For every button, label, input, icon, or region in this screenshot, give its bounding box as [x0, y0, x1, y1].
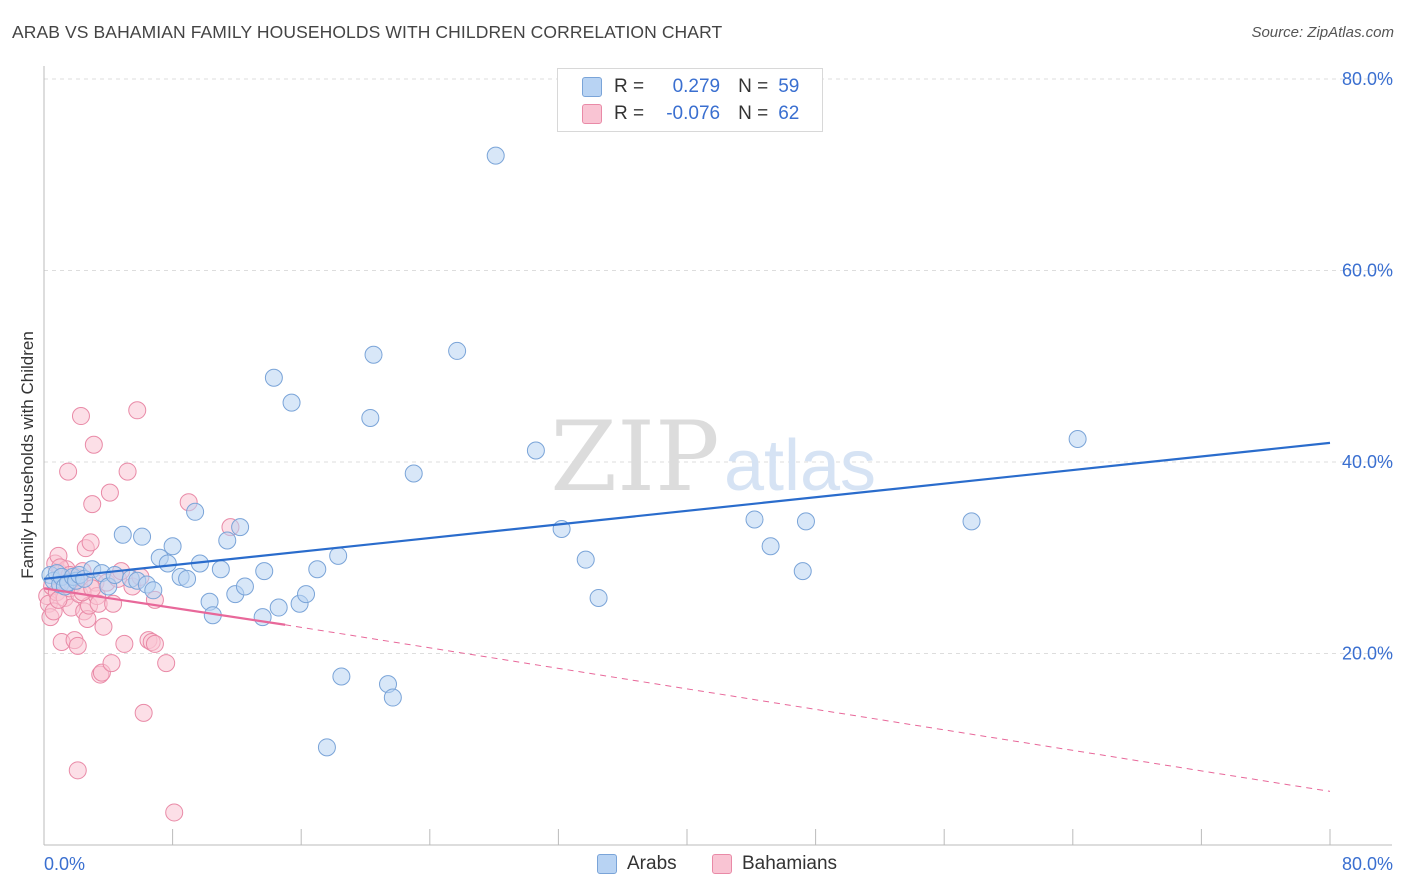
arabs-point	[448, 341, 467, 360]
arabs-point	[332, 667, 351, 686]
arabs-point	[231, 518, 250, 537]
bahamians-point	[100, 483, 119, 502]
bahamians-point	[71, 407, 90, 426]
bahamians-legend-swatch	[712, 854, 732, 874]
bahamians-point	[68, 636, 87, 655]
arabs-point	[158, 554, 177, 573]
bahamians-point	[68, 761, 87, 780]
bahamians-point	[165, 803, 184, 822]
n-value-bahamians: 62	[778, 103, 800, 124]
bahamians-point	[84, 435, 103, 454]
arabs-point	[361, 408, 380, 427]
arabs-point	[218, 531, 237, 550]
arabs-point	[235, 577, 254, 596]
tick-labels: 20.0% 40.0% 60.0% 80.0% 0.0% 80.0%	[44, 69, 1393, 874]
stats-legend: R = 0.279 N = 59 R = -0.076 N = 62	[557, 68, 823, 132]
arabs-point	[576, 550, 595, 569]
r-value-bahamians: -0.076	[666, 103, 721, 124]
arabs-point	[186, 502, 205, 521]
arabs-point	[255, 562, 274, 581]
arabs-point	[144, 581, 163, 600]
arabs-point	[178, 569, 197, 588]
r-label: R =	[614, 76, 645, 97]
arabs-point	[264, 368, 283, 387]
bahamians-point	[115, 634, 134, 653]
x-tick-label: 80.0%	[1342, 854, 1393, 874]
arabs-point	[297, 585, 316, 604]
n-label: N =	[738, 76, 769, 97]
arabs-point	[163, 537, 182, 556]
bahamians-point	[134, 703, 153, 722]
arabs-legend-label: Arabs	[627, 853, 677, 874]
n-label: N =	[738, 103, 769, 124]
arabs-point	[317, 738, 336, 757]
y-tick-label: 80.0%	[1342, 69, 1393, 89]
arabs-point	[133, 527, 152, 546]
arabs-point	[364, 345, 383, 364]
bahamians-point	[59, 462, 78, 481]
arabs-point	[329, 546, 348, 565]
chart-title: ARAB VS BAHAMIAN FAMILY HOUSEHOLDS WITH …	[12, 22, 723, 42]
legend-item-arabs[interactable]: Arabs	[597, 852, 677, 876]
bahamians-points	[38, 401, 240, 822]
arabs-swatch	[582, 77, 602, 97]
bahamians-point	[145, 634, 164, 653]
bahamians-point	[81, 533, 100, 552]
y-tick-label: 60.0%	[1342, 261, 1393, 281]
arabs-point	[269, 598, 288, 617]
bahamians-point	[128, 401, 147, 420]
arabs-point	[211, 560, 230, 579]
arabs-legend-swatch	[597, 854, 617, 874]
gridlines	[44, 78, 1392, 654]
legend-item-bahamians[interactable]: Bahamians	[712, 852, 837, 876]
stats-row-bahamians: R = -0.076 N = 62	[582, 102, 799, 126]
arabs-point	[962, 512, 981, 531]
r-value-arabs: 0.279	[672, 76, 721, 97]
bahamians-point	[102, 654, 121, 673]
arabs-trend-line	[43, 441, 1331, 580]
arabs-point	[486, 146, 505, 165]
r-label: R =	[614, 103, 645, 124]
arabs-point	[589, 588, 608, 607]
bahamians-point	[157, 654, 176, 673]
arabs-point	[308, 560, 327, 579]
source-label: Source: ZipAtlas.com	[1251, 24, 1394, 41]
stats-row-arabs: R = 0.279 N = 59	[582, 75, 799, 99]
bahamians-point	[94, 617, 113, 636]
bahamians-point	[83, 495, 102, 514]
arabs-point	[404, 464, 423, 483]
arabs-point	[282, 393, 301, 412]
arabs-point	[383, 688, 402, 707]
arabs-point	[745, 510, 764, 529]
watermark-zip: ZIP	[550, 401, 719, 513]
trend-lines	[43, 441, 1331, 792]
bahamians-swatch	[582, 104, 602, 124]
y-axis-label: Family Households with Children	[18, 331, 37, 579]
arabs-point	[526, 441, 545, 460]
bahamians-trend-extension	[285, 624, 1331, 792]
bahamians-point	[118, 462, 137, 481]
bahamians-trend-line	[43, 587, 286, 626]
axes	[43, 66, 1392, 846]
arabs-point	[105, 565, 124, 584]
bahamians-legend-label: Bahamians	[742, 853, 838, 874]
arabs-point	[1068, 430, 1087, 449]
y-tick-label: 20.0%	[1342, 644, 1393, 664]
n-value-arabs: 59	[778, 76, 800, 97]
arabs-point	[796, 512, 815, 531]
arabs-point	[761, 537, 780, 556]
arabs-point	[793, 562, 812, 581]
x-tick-label: 0.0%	[44, 854, 85, 874]
y-tick-label: 40.0%	[1342, 452, 1393, 472]
arabs-point	[113, 525, 132, 544]
